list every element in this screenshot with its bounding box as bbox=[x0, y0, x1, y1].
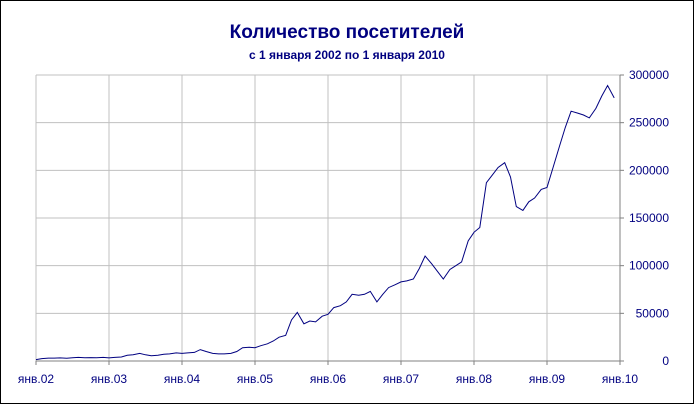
y-tick-label: 50000 bbox=[636, 306, 670, 320]
axes bbox=[35, 74, 624, 365]
y-tick-label: 200000 bbox=[629, 163, 669, 177]
x-tick-label: янв.06 bbox=[310, 372, 347, 386]
y-tick-label: 0 bbox=[662, 354, 669, 368]
x-tick-label: янв.10 bbox=[602, 372, 639, 386]
x-tick-labels: янв.02 янв.03 янв.04 янв.05 янв.06 янв.07 янв.… bbox=[18, 372, 639, 386]
y-tick-label: 250000 bbox=[629, 116, 669, 130]
x-tick-label: янв.02 bbox=[18, 372, 55, 386]
y-tick-labels: 0 50000 100000 150000 200000 250000 300000 bbox=[629, 68, 669, 368]
chart-title: Количество посетителей bbox=[229, 22, 465, 43]
series-group bbox=[35, 84, 615, 361]
y-tick-label: 100000 bbox=[629, 259, 669, 273]
grid-lines bbox=[35, 74, 621, 361]
x-tick-label: янв.09 bbox=[529, 372, 566, 386]
chart-subtitle: с 1 января 2002 по 1 января 2010 bbox=[249, 48, 445, 62]
x-tick-label: янв.05 bbox=[237, 372, 274, 386]
x-tick-label: янв.04 bbox=[164, 372, 201, 386]
x-tick-label: янв.03 bbox=[91, 372, 128, 386]
y-tick-label: 300000 bbox=[629, 68, 669, 82]
x-tick-label: янв.08 bbox=[456, 372, 493, 386]
y-tick-label: 150000 bbox=[629, 211, 669, 225]
series-line bbox=[35, 84, 615, 361]
x-tick-label: янв.07 bbox=[383, 372, 420, 386]
